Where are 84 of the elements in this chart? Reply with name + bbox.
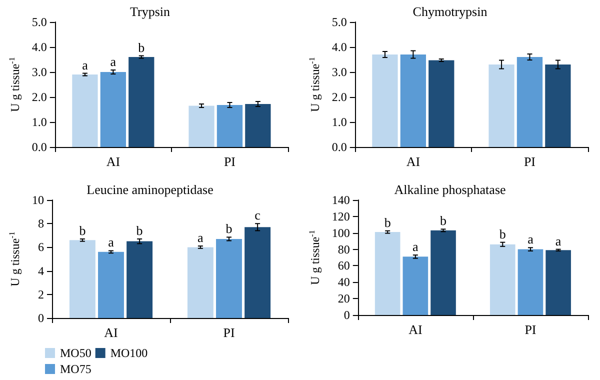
y-tick-label: 2.0: [32, 90, 47, 104]
bar: [518, 249, 544, 315]
x-tick-label: AI: [408, 322, 422, 337]
y-tick-label: 1.0: [332, 115, 347, 129]
bar: [72, 74, 98, 147]
x-tick-label: PI: [223, 325, 235, 340]
bar: [430, 230, 456, 315]
data-label: a: [412, 239, 419, 254]
y-tick-label: 0: [344, 308, 350, 322]
data-label: a: [110, 54, 116, 69]
data-label: b: [440, 213, 447, 228]
y-tick-label: 0.0: [332, 140, 347, 154]
y-tick-label: 2.0: [332, 90, 347, 104]
bar: [428, 60, 454, 147]
bar: [100, 72, 126, 147]
y-tick-label: 10: [32, 193, 44, 207]
y-tick-label: 4.0: [32, 40, 47, 54]
y-tick-label: 4: [38, 264, 44, 278]
data-label: b: [79, 222, 86, 238]
x-tick-label: AI: [106, 154, 120, 169]
bar: [402, 256, 428, 315]
y-tick-label: 1.0: [32, 115, 47, 129]
bar: [516, 57, 543, 147]
bar: [400, 54, 426, 147]
y-tick-label: 0: [38, 311, 44, 325]
data-label: a: [528, 232, 534, 247]
bar: [245, 104, 271, 147]
legend-label: MO50: [60, 346, 92, 360]
bar: [98, 252, 124, 318]
bar: [545, 64, 571, 147]
chart-title: Leucine aminopeptidase: [86, 182, 214, 197]
legend-label: MO100: [110, 346, 148, 360]
bar: [374, 232, 400, 315]
y-tick-label: 120: [332, 209, 350, 224]
data-label: b: [499, 226, 506, 242]
bar: [69, 240, 96, 318]
y-axis-title: U g tissue-1: [308, 230, 322, 285]
y-tick-label: 4.0: [332, 40, 347, 54]
bar: [126, 241, 153, 318]
y-tick-label: 20: [338, 292, 350, 306]
bar: [546, 250, 571, 315]
bar: [372, 54, 398, 147]
data-label: a: [198, 230, 204, 246]
data-label: b: [384, 214, 391, 230]
chart-title: Alkaline phosphatase: [394, 182, 506, 197]
x-tick-label: PI: [224, 154, 236, 169]
chart-title: Chymotrypsin: [412, 4, 488, 19]
x-tick-label: AI: [406, 154, 420, 169]
y-tick-label: 8: [38, 216, 44, 231]
bar: [488, 64, 514, 147]
y-tick-label: 40: [338, 275, 350, 290]
y-tick-label: 100: [332, 226, 350, 240]
y-tick-label: 6: [38, 240, 44, 254]
data-label: b: [136, 222, 143, 238]
legend-label: MO75: [60, 362, 92, 376]
bar: [244, 227, 271, 318]
bar: [490, 244, 516, 315]
y-tick-label: 5.0: [32, 15, 47, 29]
y-axis-title: U g tissue-1: [8, 57, 22, 112]
y-tick-label: 0.0: [32, 140, 47, 154]
y-tick-label: 2: [38, 287, 44, 302]
y-tick-label: 80: [338, 242, 350, 256]
y-axis-title: U g tissue-1: [308, 57, 322, 112]
bar: [216, 238, 242, 318]
bar: [188, 106, 214, 147]
data-label: a: [82, 57, 88, 72]
x-tick-label: PI: [524, 154, 536, 169]
bar: [216, 105, 243, 147]
data-label: a: [108, 234, 114, 250]
chart-title: Trypsin: [130, 4, 170, 19]
x-tick-label: AI: [104, 325, 118, 340]
data-label: b: [226, 221, 232, 236]
y-tick-label: 3.0: [332, 65, 347, 79]
y-tick-label: 3.0: [32, 65, 47, 79]
data-label: c: [254, 208, 261, 223]
y-axis-title: U g tissue-1: [8, 232, 22, 286]
data-label: b: [138, 40, 145, 55]
data-label: a: [555, 233, 562, 248]
bar: [187, 247, 214, 318]
x-tick-label: PI: [524, 322, 536, 337]
y-tick-label: 5.0: [332, 15, 347, 29]
bar: [128, 57, 154, 147]
y-tick-label: 60: [338, 258, 350, 273]
y-tick-label: 140: [332, 193, 350, 207]
